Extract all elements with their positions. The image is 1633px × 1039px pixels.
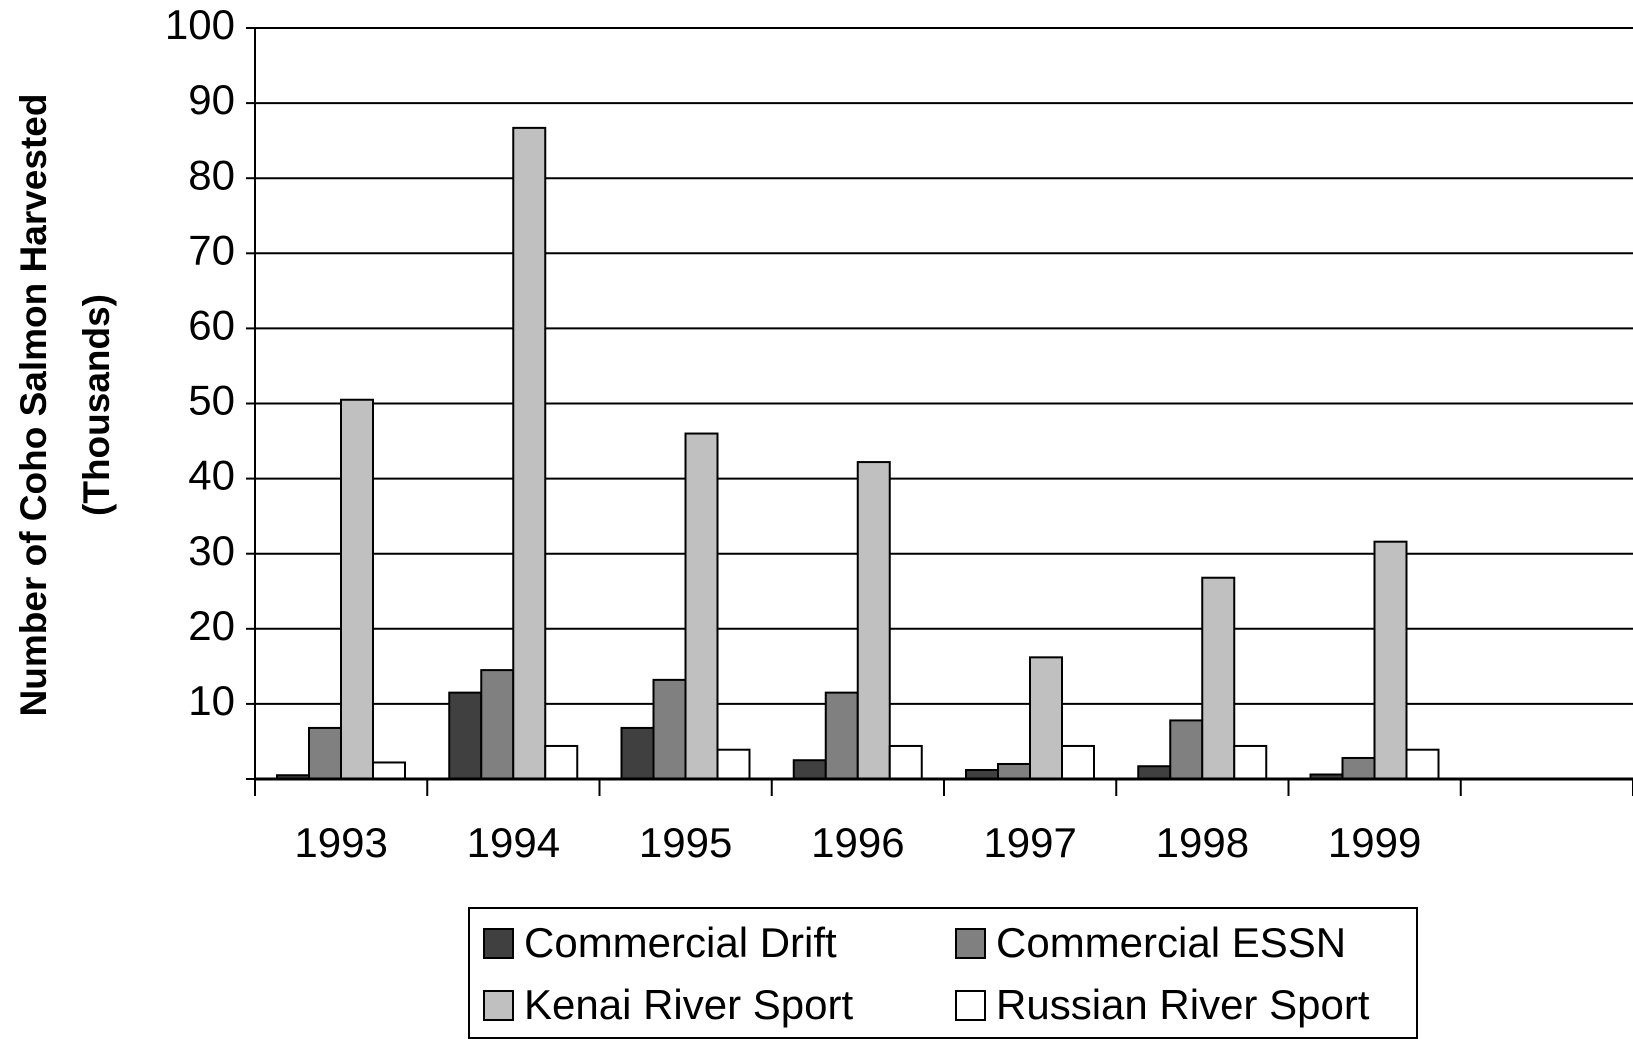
x-tick-label: 1993 — [294, 819, 387, 866]
bar — [308, 726, 342, 781]
y-title-group: Number of Coho Salmon Harvested — [13, 94, 54, 717]
bar — [997, 762, 1031, 780]
y-tick-label: 20 — [188, 602, 235, 649]
legend-label: Kenai River Sport — [524, 981, 853, 1028]
legend-swatch — [955, 928, 986, 959]
y-axis-title: Number of Coho Salmon Harvested — [13, 94, 54, 717]
bar — [1373, 540, 1408, 781]
x-tick-label: 1997 — [983, 819, 1076, 866]
bar — [684, 432, 719, 780]
y-axis-title: (Thousands) — [76, 294, 117, 516]
y-title-group: (Thousands) — [76, 294, 117, 516]
bar — [448, 691, 483, 781]
bar — [1029, 656, 1063, 781]
y-tick-label: 30 — [188, 527, 235, 574]
y-tick-label: 60 — [188, 301, 235, 348]
bar — [372, 761, 406, 781]
bar — [512, 126, 547, 781]
bar — [1201, 576, 1236, 780]
legend-box — [468, 907, 1418, 1039]
bar — [856, 461, 891, 780]
bar — [888, 744, 923, 780]
x-tick-label: 1998 — [1156, 819, 1249, 866]
bar — [652, 678, 687, 780]
legend-label: Commercial ESSN — [996, 919, 1346, 966]
y-tick-label: 70 — [188, 226, 235, 273]
legend-swatch — [483, 990, 514, 1021]
x-tick-label: 1999 — [1328, 819, 1421, 866]
y-tick-label: 80 — [188, 151, 235, 198]
y-tick-label: 10 — [188, 677, 235, 724]
bar — [480, 669, 515, 780]
y-tick-label: 90 — [188, 76, 235, 123]
bar — [824, 691, 859, 781]
x-tick-label: 1995 — [639, 819, 732, 866]
bar — [1137, 765, 1172, 780]
y-tick-label: 40 — [188, 452, 235, 499]
bar — [1169, 719, 1204, 780]
legend-label: Commercial Drift — [524, 919, 837, 966]
bar — [1405, 748, 1440, 780]
legend-swatch — [483, 928, 514, 959]
bar — [620, 726, 655, 781]
bar — [340, 398, 374, 780]
x-tick-label: 1994 — [467, 819, 560, 866]
bar — [1061, 744, 1095, 780]
bar — [792, 759, 827, 780]
bar — [716, 748, 751, 780]
x-tick-label: 1996 — [811, 819, 904, 866]
bar — [544, 744, 579, 780]
y-tick-label: 100 — [165, 1, 235, 48]
legend-label: Russian River Sport — [996, 981, 1370, 1028]
bar — [1233, 744, 1268, 780]
y-tick-label: 50 — [188, 377, 235, 424]
bar — [1341, 756, 1376, 780]
legend-swatch — [955, 990, 986, 1021]
